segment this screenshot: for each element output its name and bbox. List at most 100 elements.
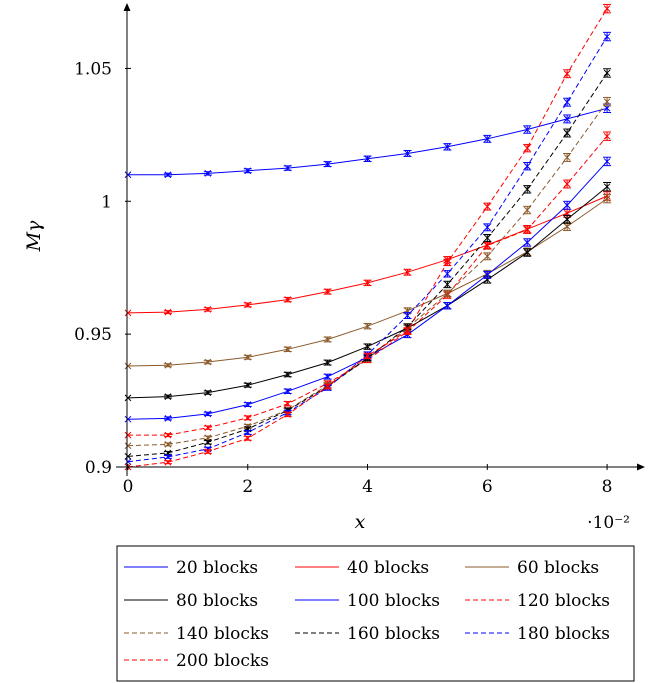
data-point xyxy=(363,352,372,360)
legend-label: 140 blocks xyxy=(176,624,269,644)
series-1 xyxy=(124,103,612,179)
legend-label: 200 blocks xyxy=(176,651,269,671)
data-point xyxy=(163,308,172,316)
series-8 xyxy=(124,68,612,460)
legend-label: 120 blocks xyxy=(517,591,610,611)
legend-item: 140 blocks xyxy=(124,624,269,644)
data-point xyxy=(603,131,612,141)
series-line xyxy=(127,72,608,457)
legend-item: 160 blocks xyxy=(295,624,440,644)
series-5 xyxy=(124,156,612,423)
data-point xyxy=(163,361,172,369)
data-point xyxy=(603,181,612,192)
x-axis-scale-label: ·10⁻² xyxy=(587,513,630,533)
data-point xyxy=(124,394,132,402)
legend-item: 180 blocks xyxy=(465,624,610,644)
series-7 xyxy=(124,96,612,450)
data-point xyxy=(403,268,412,276)
series-line xyxy=(127,186,608,399)
data-point xyxy=(603,96,612,107)
data-point xyxy=(523,248,532,257)
x-tick-label: 4 xyxy=(362,477,373,497)
data-point xyxy=(283,371,292,378)
data-point xyxy=(243,401,252,408)
data-point xyxy=(243,167,252,175)
series-line xyxy=(127,36,608,463)
legend-item: 80 blocks xyxy=(124,591,258,611)
series-line xyxy=(127,8,608,468)
data-point xyxy=(124,309,132,317)
data-point xyxy=(203,438,212,446)
data-point xyxy=(483,234,492,242)
data-point xyxy=(283,411,292,418)
legend-label: 180 blocks xyxy=(517,624,610,644)
data-point xyxy=(203,424,212,432)
legend-item: 20 blocks xyxy=(124,558,258,578)
legend-label: 20 blocks xyxy=(176,558,258,578)
data-point xyxy=(323,336,332,343)
data-point xyxy=(124,442,132,450)
data-point xyxy=(363,279,372,287)
x-axis-label: x xyxy=(355,511,366,533)
data-point xyxy=(483,202,492,211)
data-point xyxy=(163,393,172,400)
data-point xyxy=(243,301,252,309)
data-point xyxy=(203,358,212,366)
y-tick-label: 0.95 xyxy=(74,325,112,345)
data-point xyxy=(243,381,252,389)
series-line xyxy=(127,195,608,314)
data-point xyxy=(203,410,212,418)
series-6 xyxy=(124,131,612,439)
data-point xyxy=(124,431,132,439)
data-point xyxy=(363,343,372,350)
data-point xyxy=(523,225,532,234)
legend-item: 200 blocks xyxy=(124,651,269,671)
data-point xyxy=(203,448,212,455)
data-point xyxy=(243,353,252,361)
data-point xyxy=(403,150,412,157)
data-point xyxy=(443,280,452,289)
x-axis-arrow xyxy=(637,463,645,471)
data-point xyxy=(523,238,532,247)
data-point xyxy=(483,252,492,261)
data-point xyxy=(323,288,332,295)
data-point xyxy=(443,302,452,310)
data-point xyxy=(363,322,372,330)
data-point xyxy=(603,31,612,42)
data-point xyxy=(523,185,532,194)
data-point xyxy=(523,162,532,171)
legend-item: 40 blocks xyxy=(295,558,429,578)
legend-label: 80 blocks xyxy=(176,591,258,611)
data-point xyxy=(563,200,572,210)
plot-area xyxy=(124,3,612,471)
legend-items: 20 blocks 40 blocks 60 blocks 80 blocks 100 … xyxy=(124,558,610,671)
legend-label: 100 blocks xyxy=(347,591,440,611)
y-tick-label: 0.9 xyxy=(85,458,112,478)
data-point xyxy=(163,458,172,466)
data-point xyxy=(323,160,332,168)
data-point xyxy=(163,431,172,439)
data-point xyxy=(603,3,612,14)
legend-item: 100 blocks xyxy=(295,591,440,611)
data-point xyxy=(563,152,572,162)
data-point xyxy=(523,125,532,134)
series-2 xyxy=(124,191,612,317)
data-point xyxy=(483,241,492,250)
data-point xyxy=(443,143,452,151)
legend-label: 60 blocks xyxy=(517,558,599,578)
ticks: 0 2 4 6 8 0.9 0.95 1 1.05 xyxy=(74,59,612,497)
data-point xyxy=(124,362,132,370)
series-9 xyxy=(124,31,612,466)
data-point xyxy=(203,170,212,177)
data-point xyxy=(443,270,452,278)
data-point xyxy=(483,134,492,143)
data-point xyxy=(563,179,572,189)
data-point xyxy=(163,415,172,422)
x-tick-label: 6 xyxy=(482,477,493,497)
data-point xyxy=(163,171,172,179)
legend: 20 blocks 40 blocks 60 blocks 80 blocks 100 … xyxy=(116,545,635,682)
data-point xyxy=(523,205,532,215)
data-point xyxy=(323,359,332,366)
data-point xyxy=(283,296,292,303)
